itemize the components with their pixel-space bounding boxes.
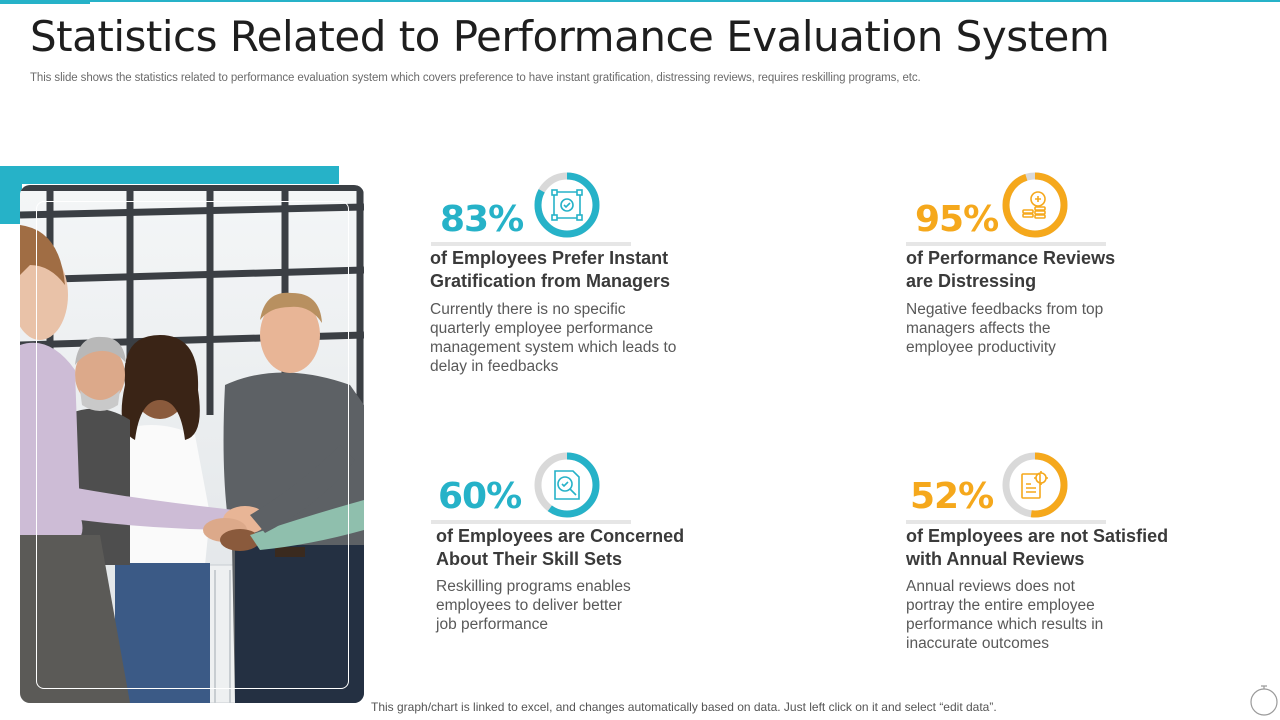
teal-decor-bar [0,166,339,184]
footer-note: This graph/chart is linked to excel, and… [371,700,997,714]
ring-progress-arc [1002,452,1068,518]
stat-heading-line: About Their Skill Sets [436,549,623,569]
stat-heading: of Employees are Concerned About Their S… [436,525,684,571]
stat-heading-line: with Annual Reviews [906,549,1085,569]
slide-subtitle: This slide shows the statistics related … [30,72,921,84]
stat-heading-line: of Performance Reviews [906,248,1116,268]
stat-value: 52% [910,476,994,517]
ring-progress-arc [534,452,600,518]
stat-desc-line: quarterly employee performance [430,320,654,337]
stat-underline [906,242,1106,246]
progress-ring [534,452,600,518]
ring-progress-arc [534,172,600,238]
stat-desc-line: portray the entire employee [906,597,1095,614]
stat-underline [431,520,631,524]
stat-value: 95% [915,199,999,240]
progress-ring [1002,172,1068,238]
stat-value: 83% [440,199,524,240]
stat-desc-line: managers affects the [906,320,1051,337]
progress-ring [534,172,600,238]
stat-heading-line: are Distressing [906,271,1037,291]
stat-desc-line: inaccurate outcomes [906,635,1050,652]
stat-desc-line: Reskilling programs enables [436,578,631,595]
stat-heading: of Performance Reviews are Distressing [906,247,1115,293]
stat-heading: of Employees are not Satisfied with Annu… [906,525,1168,571]
slide-title: Statistics Related to Performance Evalua… [30,12,1110,61]
stat-heading-line: of Employees Prefer Instant [430,248,669,268]
stat-heading-line: of Employees are not Satisfied [906,526,1169,546]
stat-desc-line: employees to deliver better [436,597,623,614]
timer-icon [1249,683,1279,720]
stat-desc-line: performance which results in [906,616,1104,633]
stat-heading: of Employees Prefer Instant Gratificatio… [430,247,670,293]
stat-desc-line: Negative feedbacks from top [906,301,1104,318]
ring-progress-arc [1002,172,1068,238]
top-accent-line-thick [0,0,90,4]
stat-desc-line: Currently there is no specific [430,301,626,318]
coins-chart-icon [1018,188,1052,227]
stat-underline [906,520,1106,524]
stat-desc-line: management system which leads to [430,339,677,356]
teal-decor-side [0,184,22,224]
stat-desc-line: employee productivity [906,339,1056,356]
progress-ring [1002,452,1068,518]
stat-description: Negative feedbacks from top managers aff… [906,300,1103,357]
stat-description: Reskilling programs enables employees to… [436,577,631,634]
top-accent-line [0,0,1280,2]
stat-description: Currently there is no specific quarterly… [430,300,676,376]
stat-heading-line: Gratification from Managers [430,271,671,291]
stat-desc-line: job performance [436,616,549,633]
magnifier-check-icon [550,468,584,507]
stat-description: Annual reviews does not portray the enti… [906,577,1103,653]
stat-value: 60% [438,476,522,517]
stat-desc-line: Annual reviews does not [906,578,1075,595]
stat-heading-line: of Employees are Concerned [436,526,685,546]
stat-desc-line: delay in feedbacks [430,358,559,375]
network-check-icon [550,188,584,227]
team-hands-photo [20,185,364,703]
gear-document-icon [1018,468,1052,507]
stat-underline [431,242,631,246]
